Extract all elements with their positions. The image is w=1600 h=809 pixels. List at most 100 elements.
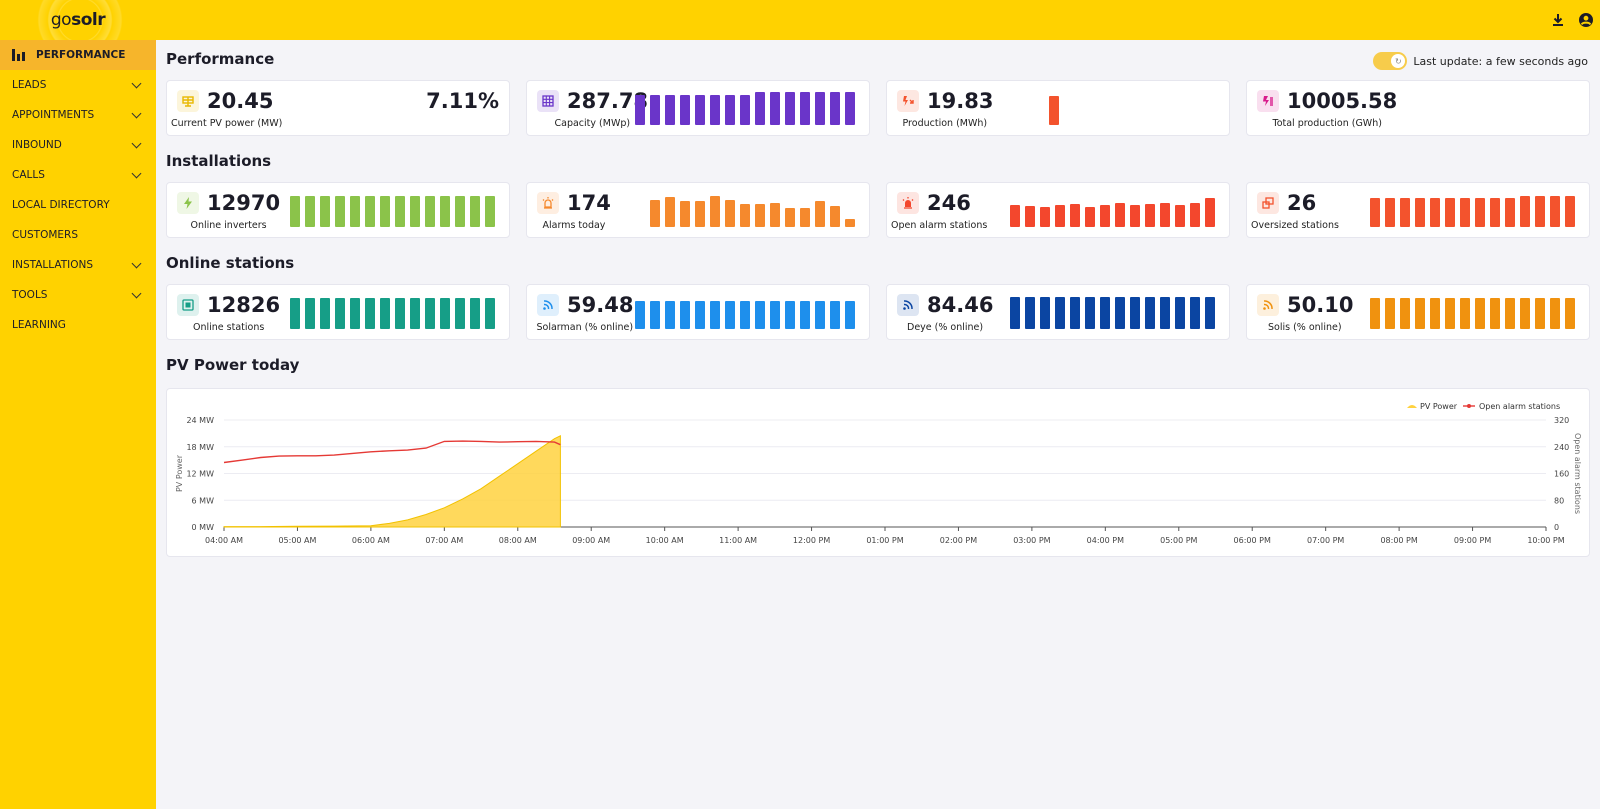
sidebar-item-performance[interactable]: PERFORMANCE [0, 40, 156, 70]
pv-power-area[interactable] [223, 434, 561, 528]
sparkline-bar[interactable] [770, 203, 780, 227]
sparkline-bar[interactable] [1460, 198, 1470, 227]
sparkline-bar[interactable] [380, 196, 390, 227]
sparkline-bar[interactable] [1550, 298, 1560, 329]
sparkline-bar[interactable] [1085, 297, 1095, 329]
stat-card-online-stations[interactable]: 12826 Online stations [166, 284, 510, 340]
sparkline-bar[interactable] [470, 196, 480, 227]
sparkline-bar[interactable] [1130, 205, 1140, 227]
sparkline-bar[interactable] [680, 201, 690, 227]
sparkline-bar[interactable] [830, 92, 840, 125]
sparkline-bar[interactable] [830, 206, 840, 227]
sidebar-item-local-directory[interactable]: LOCAL DIRECTORY [0, 190, 156, 220]
sparkline-bar[interactable] [1400, 198, 1410, 227]
sparkline-bar[interactable] [1505, 298, 1515, 329]
sparkline-bar[interactable] [815, 92, 825, 125]
sparkline-bar[interactable] [1415, 198, 1425, 227]
sparkline-bar[interactable] [305, 196, 315, 227]
stat-card-production-mwh[interactable]: 19.83 Production (MWh) [886, 80, 1230, 136]
stat-card-capacity-mwp[interactable]: 287.78 Capacity (MWp) [526, 80, 870, 136]
sparkline-bar[interactable] [800, 92, 810, 125]
sparkline-bar[interactable] [365, 298, 375, 329]
sparkline-bar[interactable] [1190, 297, 1200, 329]
stat-card-current-pv-power-mw[interactable]: 20.45 Current PV power (MW) 7.11% [166, 80, 510, 136]
sparkline-bar[interactable] [290, 298, 300, 329]
sidebar-item-appointments[interactable]: APPOINTMENTS [0, 100, 156, 130]
stat-card-open-alarm-stations[interactable]: 246 Open alarm stations [886, 182, 1230, 238]
sparkline-bar[interactable] [1370, 198, 1380, 227]
sparkline-bar[interactable] [1100, 205, 1110, 227]
sparkline-bar[interactable] [395, 298, 405, 329]
sparkline-bar[interactable] [1115, 203, 1125, 227]
sparkline-bar[interactable] [1370, 298, 1380, 329]
sparkline-bar[interactable] [440, 196, 450, 227]
sparkline-bar[interactable] [1175, 297, 1185, 329]
sidebar-item-inbound[interactable]: INBOUND [0, 130, 156, 160]
sparkline-bar[interactable] [1025, 206, 1035, 227]
sparkline-bar[interactable] [1205, 297, 1215, 329]
sparkline-bar[interactable] [350, 196, 360, 227]
sparkline-bar[interactable] [725, 200, 735, 227]
sparkline-bar[interactable] [785, 301, 795, 329]
sparkline-bar[interactable] [485, 196, 495, 227]
sparkline-bar[interactable] [1025, 297, 1035, 329]
sparkline-bar[interactable] [335, 298, 345, 329]
stat-card-deye-online[interactable]: 84.46 Deye (% online) [886, 284, 1230, 340]
sparkline-bar[interactable] [1175, 205, 1185, 227]
stat-card-solis-online[interactable]: 50.10 Solis (% online) [1246, 284, 1590, 340]
sidebar-item-leads[interactable]: LEADS [0, 70, 156, 100]
sparkline-bar[interactable] [365, 196, 375, 227]
sparkline-bar[interactable] [1055, 297, 1065, 329]
sparkline-bar[interactable] [455, 196, 465, 227]
sparkline-bar[interactable] [1550, 196, 1560, 227]
sparkline-bar[interactable] [800, 301, 810, 329]
stat-card-oversized-stations[interactable]: 26 Oversized stations [1246, 182, 1590, 238]
stat-card-alarms-today[interactable]: 174 Alarms today [526, 182, 870, 238]
sparkline-bar[interactable] [695, 201, 705, 227]
sparkline-bar[interactable] [1070, 204, 1080, 227]
auto-refresh-toggle[interactable]: ↻ [1373, 52, 1408, 70]
sidebar-item-tools[interactable]: TOOLS [0, 280, 156, 310]
stat-card-online-inverters[interactable]: 12970 Online inverters [166, 182, 510, 238]
sparkline-bar[interactable] [710, 95, 720, 125]
sparkline-bar[interactable] [320, 298, 330, 329]
sparkline-bar[interactable] [815, 201, 825, 227]
sparkline-bar[interactable] [755, 92, 765, 125]
sparkline-bar[interactable] [815, 301, 825, 329]
sparkline-bar[interactable] [665, 301, 675, 329]
sparkline-bar[interactable] [665, 95, 675, 125]
sparkline-bar[interactable] [710, 301, 720, 329]
sparkline-bar[interactable] [425, 298, 435, 329]
sparkline-bar[interactable] [710, 196, 720, 227]
sparkline-bar[interactable] [830, 301, 840, 329]
sparkline-bar[interactable] [1385, 298, 1395, 329]
sparkline-bar[interactable] [635, 301, 645, 329]
sparkline-bar[interactable] [1055, 205, 1065, 227]
sparkline-bar[interactable] [485, 298, 495, 329]
sparkline-bar[interactable] [320, 196, 330, 227]
sparkline-bar[interactable] [770, 301, 780, 329]
sparkline-bar[interactable] [740, 204, 750, 227]
sparkline-bar[interactable] [1145, 297, 1155, 329]
sparkline-bar[interactable] [1520, 298, 1530, 329]
sparkline-bar[interactable] [350, 298, 360, 329]
sparkline-bar[interactable] [1385, 198, 1395, 227]
sparkline-bar[interactable] [1430, 298, 1440, 329]
open-alarm-stations-line[interactable] [223, 440, 561, 464]
sparkline-bar[interactable] [1445, 298, 1455, 329]
sparkline-bar[interactable] [740, 95, 750, 125]
sparkline-bar[interactable] [725, 301, 735, 329]
sparkline-bar[interactable] [845, 301, 855, 329]
sparkline-bar[interactable] [1490, 298, 1500, 329]
sparkline-bar[interactable] [1010, 205, 1020, 227]
sparkline-bar[interactable] [470, 298, 480, 329]
sparkline-bar[interactable] [650, 301, 660, 329]
sparkline-bar[interactable] [755, 204, 765, 227]
sparkline-bar[interactable] [650, 95, 660, 125]
sparkline-bar[interactable] [395, 196, 405, 227]
sparkline-bar[interactable] [770, 92, 780, 125]
sparkline-bar[interactable] [1520, 196, 1530, 227]
stat-card-total-production-gwh[interactable]: 10005.58 Total production (GWh) [1246, 80, 1590, 136]
sparkline-bar[interactable] [845, 219, 855, 227]
sparkline-bar[interactable] [800, 208, 810, 227]
